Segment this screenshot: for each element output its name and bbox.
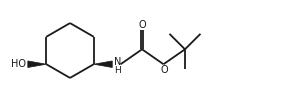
Text: O: O bbox=[138, 20, 146, 30]
Polygon shape bbox=[94, 61, 112, 67]
Text: HO: HO bbox=[11, 59, 26, 69]
Text: O: O bbox=[160, 65, 168, 75]
Text: N: N bbox=[114, 57, 121, 67]
Text: H: H bbox=[114, 66, 121, 75]
Polygon shape bbox=[28, 61, 46, 67]
